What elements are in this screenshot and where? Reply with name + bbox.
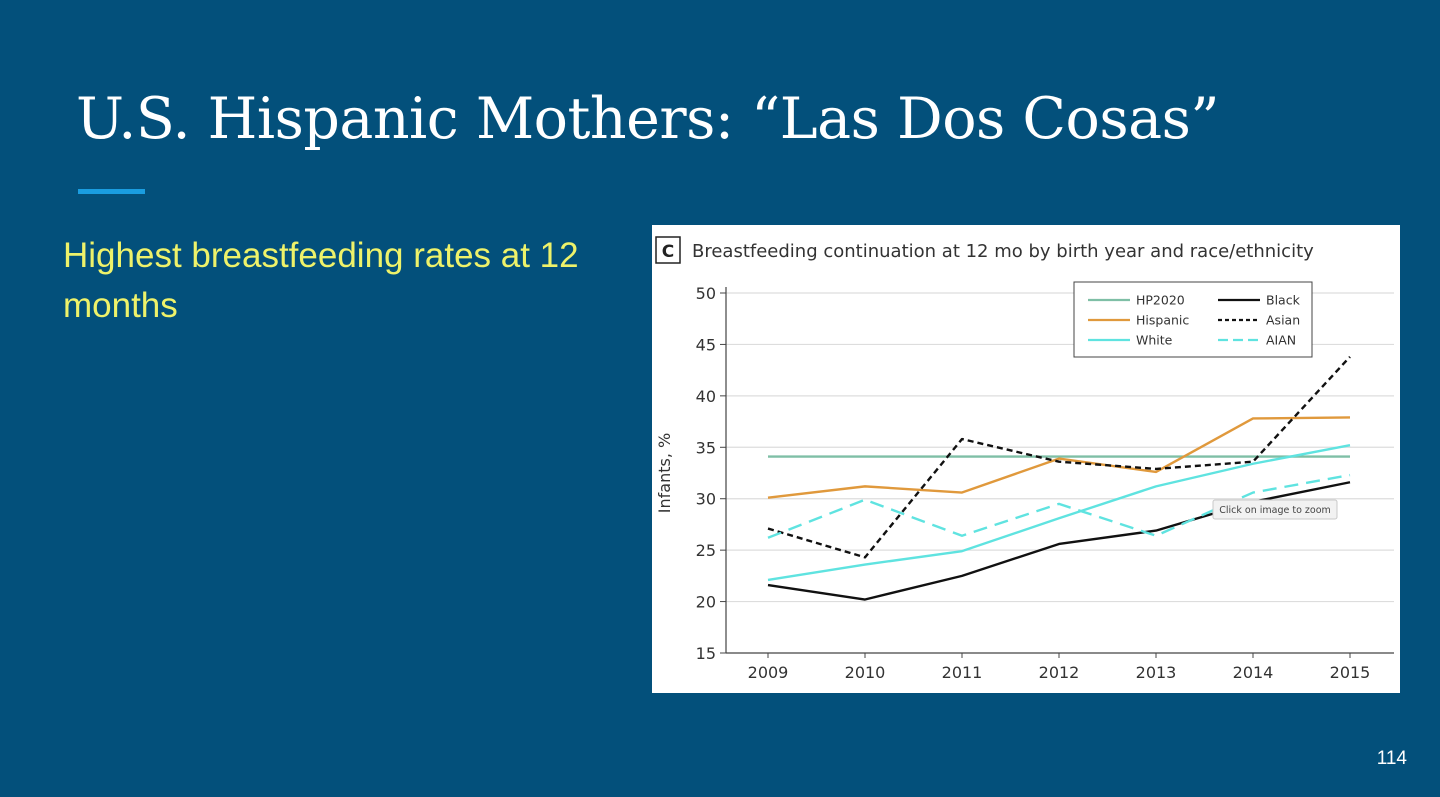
x-tick-label: 2014 [1233, 663, 1274, 682]
y-tick-label: 50 [696, 284, 716, 303]
x-tick-label: 2009 [748, 663, 789, 682]
legend-label-black: Black [1266, 293, 1301, 308]
bullet-text: Highest breastfeeding rates at 12 months [63, 236, 579, 325]
legend-label-aian: AIAN [1266, 333, 1296, 348]
y-axis-label: Infants, % [655, 433, 674, 513]
panel-label: C [662, 242, 674, 262]
series-line-white [767, 444, 1351, 582]
title-accent-bar [78, 189, 145, 194]
y-tick-label: 25 [696, 541, 716, 560]
y-tick-label: 45 [696, 335, 716, 354]
y-tick-label: 35 [696, 438, 716, 457]
x-tick-label: 2012 [1039, 663, 1080, 682]
series-line-aian [767, 473, 1351, 539]
y-tick-label: 20 [696, 593, 716, 612]
chart-title: Breastfeeding continuation at 12 mo by b… [692, 241, 1314, 262]
panel-label-box [655, 236, 681, 264]
slide-title: U.S. Hispanic Mothers: “Las Dos Cosas” [76, 86, 1219, 152]
x-tick-label: 2015 [1330, 663, 1371, 682]
zoom-tooltip: Click on image to zoom [1212, 499, 1338, 520]
line-chart: C Breastfeeding continuation at 12 mo by… [655, 236, 1394, 682]
page-number: 114 [1376, 748, 1407, 769]
legend-label-asian: Asian [1266, 313, 1300, 328]
series-lines [767, 355, 1351, 601]
x-tick-label: 2011 [942, 663, 983, 682]
axes: 15 20 25 30 35 40 45 50 2009 2010 2011 2012 2013 2014… [655, 284, 1394, 682]
y-tick-label: 40 [696, 387, 716, 406]
y-tick-label: 30 [696, 490, 716, 509]
legend-label-white: White [1136, 333, 1173, 348]
series-line-hispanic [767, 416, 1351, 499]
y-tick-label: 15 [696, 644, 716, 663]
legend-label-hispanic: Hispanic [1136, 313, 1189, 328]
legend: HP2020 Black Hispanic Asian White AIAN [1073, 281, 1313, 358]
legend-label-hp2020: HP2020 [1136, 293, 1185, 308]
series-line-asian [767, 355, 1351, 559]
zoom-tooltip-text: Click on image to zoom [1219, 505, 1331, 516]
x-tick-label: 2010 [845, 663, 886, 682]
x-tick-label: 2013 [1136, 663, 1177, 682]
chart-figure[interactable]: C Breastfeeding continuation at 12 mo by… [652, 225, 1400, 693]
